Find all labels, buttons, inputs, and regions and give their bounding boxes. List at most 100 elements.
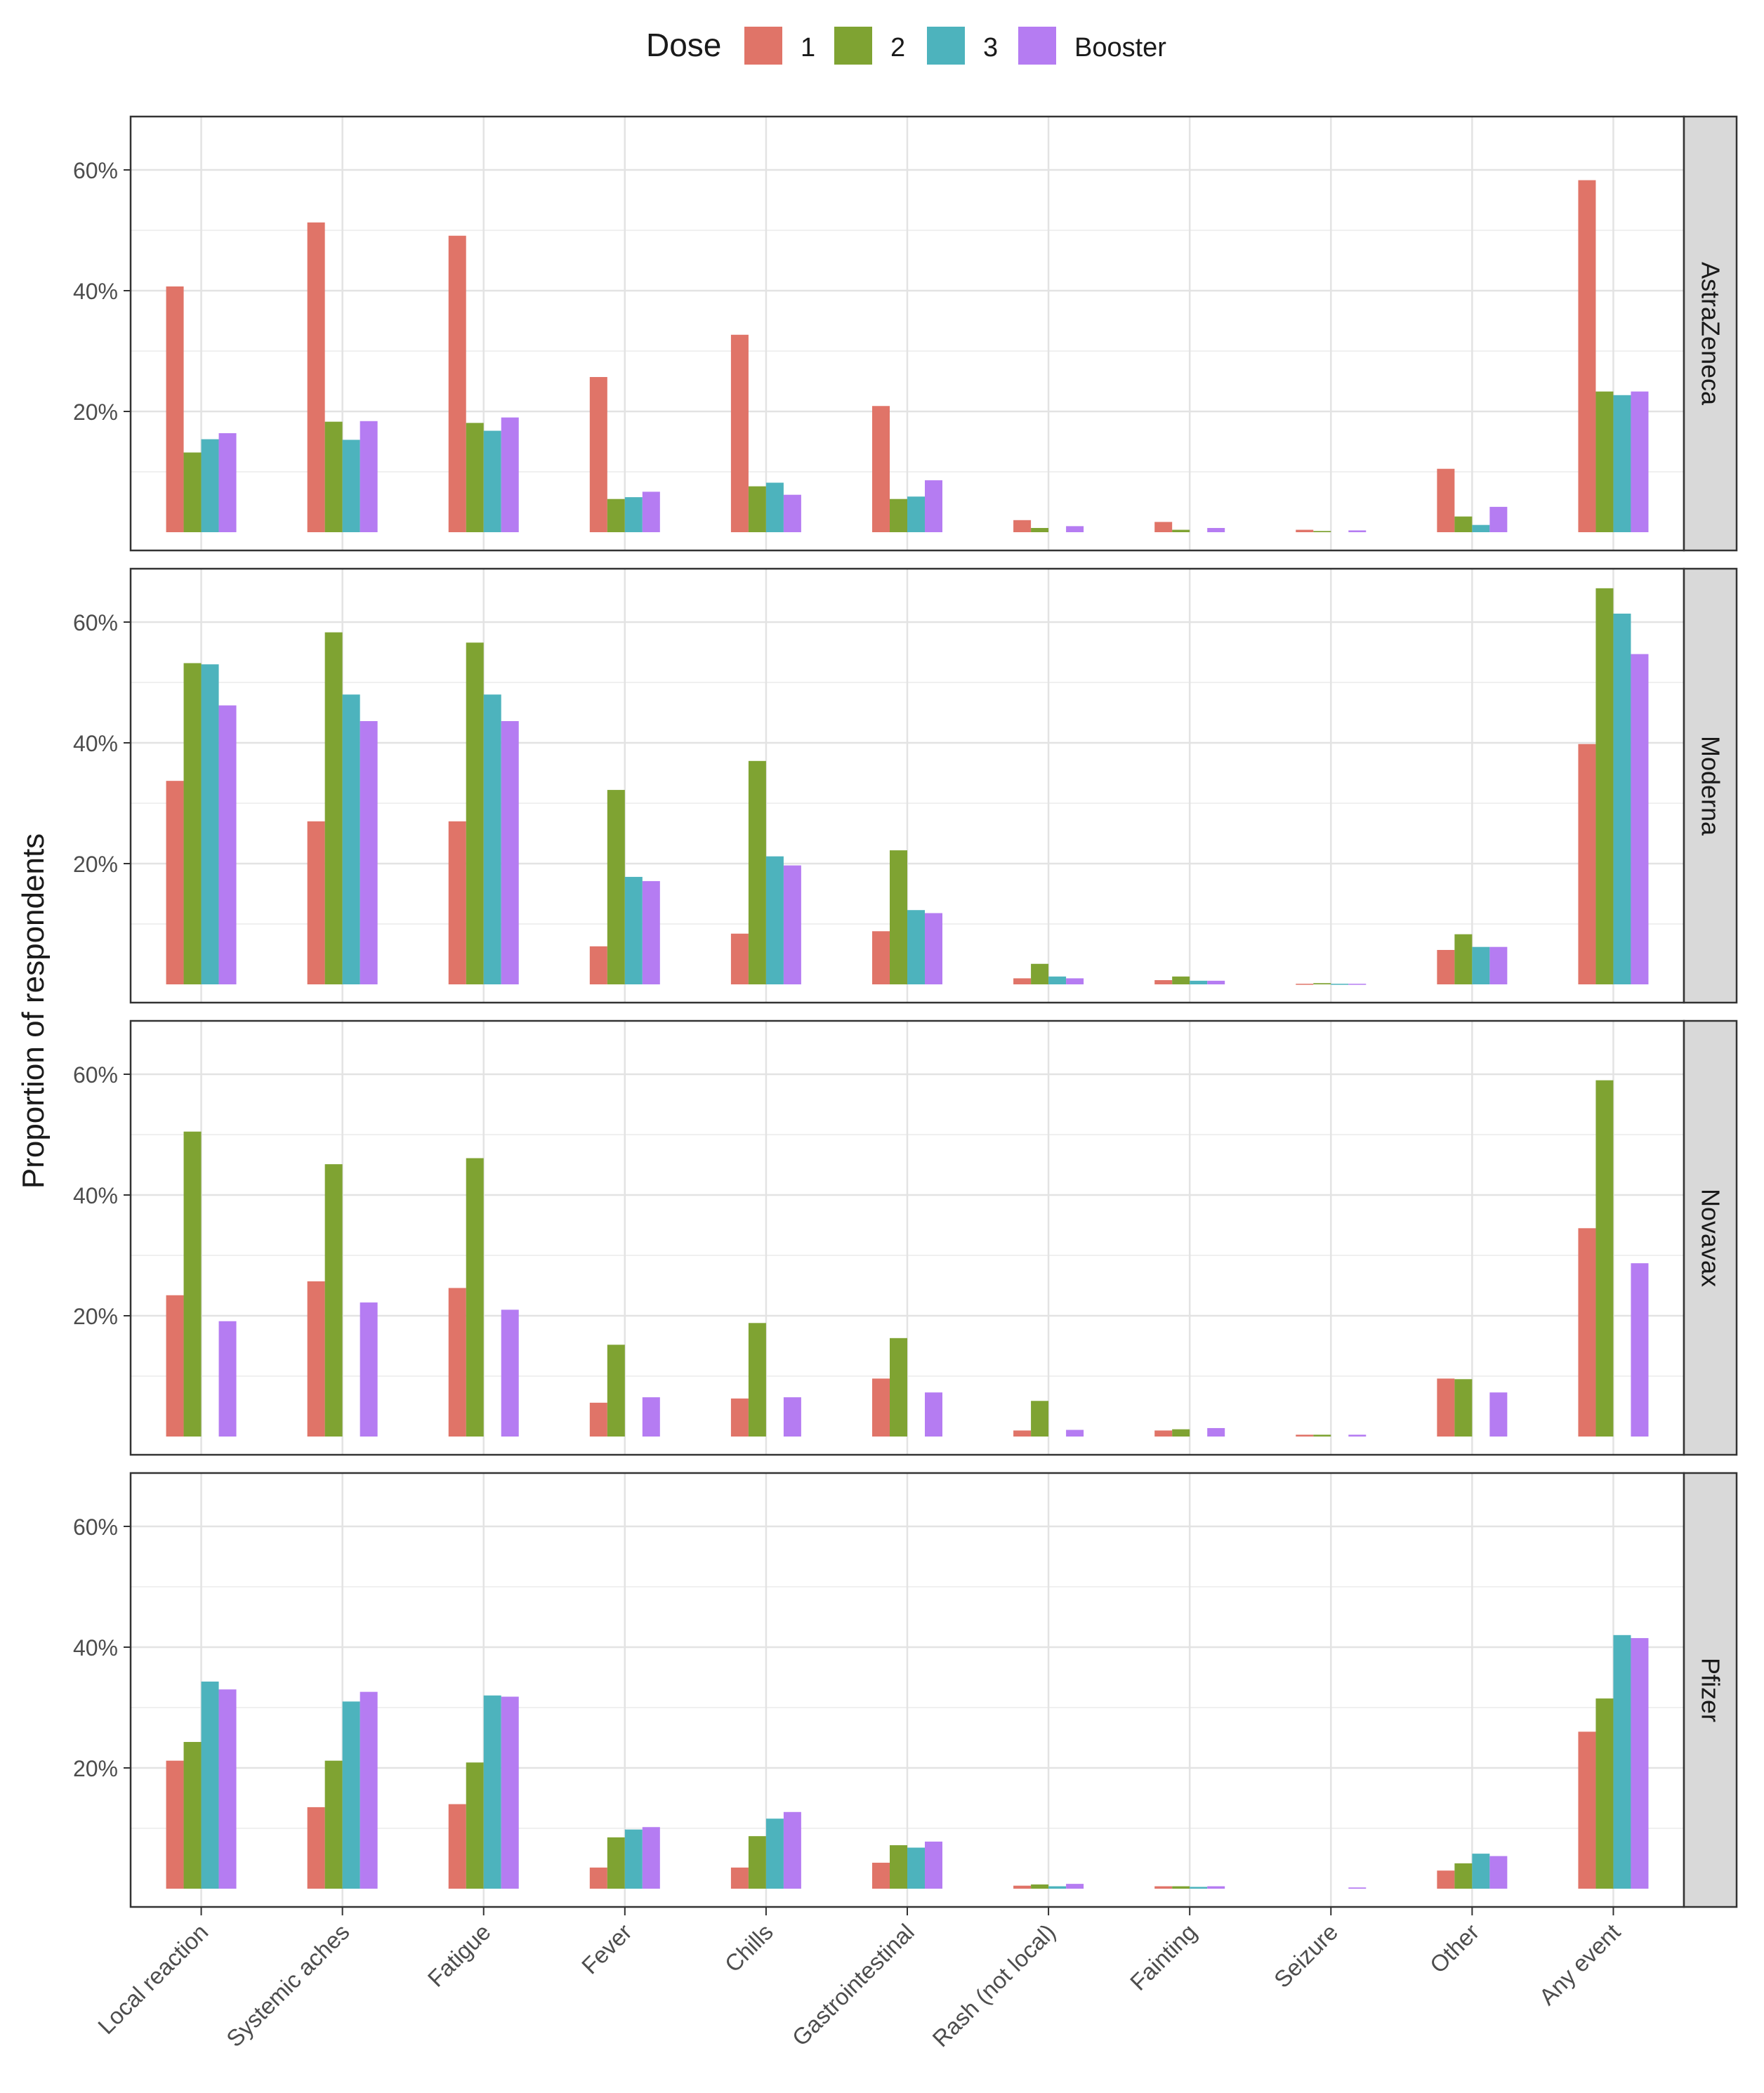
bar-moderna-dose-3-rash-not-local- <box>1048 976 1067 984</box>
bar-pfizer-dose-booster-fever <box>642 1827 660 1889</box>
bar-moderna-dose-2-fainting <box>1172 976 1190 984</box>
bar-moderna-dose-1-rash-not-local- <box>1013 978 1032 984</box>
bar-pfizer-dose-booster-fatigue <box>501 1696 519 1889</box>
y-tick-label: 60% <box>73 610 118 635</box>
bar-astrazeneca-dose-1-chills <box>730 334 749 532</box>
y-tick-label: 40% <box>73 1183 118 1208</box>
bar-astrazeneca-dose-1-seizure <box>1296 529 1314 532</box>
bar-pfizer-dose-booster-chills <box>783 1811 801 1889</box>
bar-pfizer-dose-1-chills <box>730 1867 749 1889</box>
x-tick-label-fainting: Fainting <box>1125 1919 1202 1995</box>
bar-pfizer-dose-3-other <box>1472 1854 1490 1889</box>
bar-novavax-dose-1-fever <box>589 1402 607 1437</box>
bar-pfizer-dose-booster-seizure <box>1348 1887 1367 1889</box>
bar-moderna-dose-3-fatigue <box>483 694 501 984</box>
bar-novavax-dose-booster-any-event <box>1631 1263 1649 1437</box>
bar-astrazeneca-dose-2-any-event <box>1595 391 1614 532</box>
bar-astrazeneca-dose-1-other <box>1437 468 1455 532</box>
bar-pfizer-dose-booster-any-event <box>1631 1638 1649 1889</box>
panel-pfizer: 20% 40% 60% Pfizer <box>73 1472 1738 1908</box>
bar-pfizer-dose-1-any-event <box>1578 1731 1596 1889</box>
bar-novavax-dose-2-fatigue <box>466 1158 484 1437</box>
y-tick-label: 60% <box>73 158 118 183</box>
bar-novavax-dose-2-local-reaction <box>183 1131 202 1437</box>
bar-novavax-dose-2-any-event <box>1595 1080 1614 1437</box>
x-tick-label-local-reaction: Local reaction <box>93 1919 213 2039</box>
bar-moderna-dose-2-fever <box>607 790 625 984</box>
x-tick-label-systemic-aches: Systemic aches <box>221 1919 355 2052</box>
bar-moderna-dose-booster-fever <box>642 880 660 984</box>
bar-moderna-dose-booster-seizure <box>1348 984 1367 985</box>
y-tick-label: 60% <box>73 1514 118 1540</box>
legend-label-2: 2 <box>890 33 905 62</box>
y-tick-label: 20% <box>73 400 118 425</box>
x-tick-label-seizure: Seizure <box>1269 1919 1343 1993</box>
bar-novavax-dose-booster-local-reaction <box>218 1321 237 1437</box>
bar-moderna-dose-3-chills <box>765 856 784 984</box>
legend-key-booster <box>1018 27 1056 65</box>
bar-astrazeneca-dose-2-other <box>1454 516 1473 532</box>
bar-moderna-dose-booster-fainting <box>1207 980 1225 984</box>
legend-label-3: 3 <box>983 33 998 62</box>
bar-astrazeneca-dose-booster-systemic-aches <box>360 421 378 532</box>
bar-astrazeneca-dose-3-other <box>1472 524 1490 532</box>
bar-moderna-dose-booster-systemic-aches <box>360 721 378 984</box>
bar-novavax-dose-booster-systemic-aches <box>360 1302 378 1437</box>
bar-pfizer-dose-3-fatigue <box>483 1695 501 1889</box>
bar-novavax-dose-1-fainting <box>1154 1430 1173 1437</box>
bar-moderna-dose-1-seizure <box>1296 984 1314 985</box>
bar-pfizer-dose-1-gastrointestinal <box>872 1863 890 1889</box>
bar-moderna-dose-1-any-event <box>1578 744 1596 984</box>
bar-astrazeneca-dose-2-gastrointestinal <box>890 499 907 532</box>
legend-key-3 <box>927 27 965 65</box>
bar-moderna-dose-2-fatigue <box>466 642 484 984</box>
bar-astrazeneca-dose-2-rash-not-local- <box>1031 527 1049 532</box>
bar-astrazeneca-dose-booster-fatigue <box>501 417 519 532</box>
x-tick-label-any-event: Any event <box>1534 1919 1625 2010</box>
bar-pfizer-dose-1-fever <box>589 1867 607 1889</box>
bar-moderna-dose-1-other <box>1437 949 1455 984</box>
legend-key-2 <box>834 27 872 65</box>
y-tick-label: 40% <box>73 731 118 756</box>
x-tick-label-rash-not-local-: Rash (not local) <box>927 1919 1060 2052</box>
bar-novavax-dose-2-rash-not-local- <box>1031 1401 1049 1437</box>
bar-novavax-dose-booster-fatigue <box>501 1309 519 1437</box>
bar-astrazeneca-dose-3-systemic-aches <box>342 440 360 532</box>
bar-astrazeneca-dose-2-chills <box>748 486 766 532</box>
bar-pfizer-dose-3-gastrointestinal <box>907 1847 925 1889</box>
bar-astrazeneca-dose-1-any-event <box>1578 180 1596 532</box>
bar-moderna-dose-1-fatigue <box>448 821 466 984</box>
legend-key-1 <box>744 27 782 65</box>
bar-moderna-dose-3-other <box>1472 946 1490 984</box>
bar-novavax-dose-booster-fever <box>642 1397 660 1437</box>
x-axis: Local reaction Systemic aches Fatigue Fever… <box>93 1907 1625 2052</box>
bar-pfizer-dose-booster-gastrointestinal <box>925 1841 942 1889</box>
bar-pfizer-dose-2-local-reaction <box>183 1742 202 1889</box>
facet-strip <box>1683 1019 1738 1456</box>
bar-pfizer-dose-1-other <box>1437 1870 1455 1889</box>
bar-moderna-dose-booster-local-reaction <box>218 705 237 984</box>
bar-moderna-dose-booster-any-event <box>1631 654 1649 984</box>
bar-pfizer-dose-2-any-event <box>1595 1698 1614 1889</box>
bar-astrazeneca-dose-2-systemic-aches <box>324 421 343 532</box>
bar-moderna-dose-booster-fatigue <box>501 721 519 984</box>
bar-novavax-dose-2-other <box>1454 1379 1473 1437</box>
panel-moderna: 20% 40% 60% Moderna <box>73 567 1738 1004</box>
bar-novavax-dose-1-local-reaction <box>166 1295 184 1437</box>
bar-astrazeneca-dose-2-fainting <box>1172 529 1190 532</box>
bar-pfizer-dose-booster-systemic-aches <box>360 1691 378 1889</box>
bar-astrazeneca-dose-2-seizure <box>1313 531 1331 532</box>
bar-astrazeneca-dose-2-local-reaction <box>183 452 202 532</box>
bar-pfizer-dose-2-fatigue <box>466 1762 484 1889</box>
bar-novavax-dose-booster-seizure <box>1348 1434 1367 1437</box>
bar-moderna-dose-1-local-reaction <box>166 781 184 984</box>
bar-astrazeneca-dose-booster-seizure <box>1348 530 1367 532</box>
bar-astrazeneca-dose-1-local-reaction <box>166 286 184 532</box>
bar-novavax-dose-booster-gastrointestinal <box>925 1392 942 1437</box>
bar-novavax-dose-booster-rash-not-local- <box>1066 1430 1084 1437</box>
bar-pfizer-dose-3-any-event <box>1613 1635 1631 1889</box>
bar-novavax-dose-booster-other <box>1489 1392 1508 1437</box>
y-tick-label: 40% <box>73 1635 118 1660</box>
bar-moderna-dose-booster-other <box>1489 946 1508 984</box>
